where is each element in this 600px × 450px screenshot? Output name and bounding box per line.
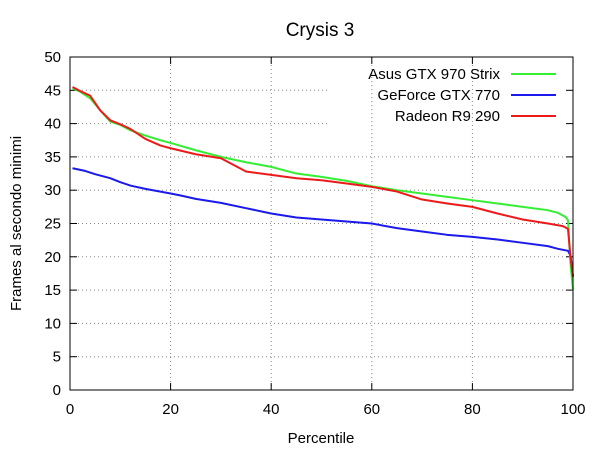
x-axis-label: Percentile — [288, 430, 355, 447]
y-tick-label: 40 — [44, 116, 61, 133]
plot-frame — [69, 56, 574, 391]
y-tick-label: 30 — [44, 182, 61, 199]
series-line-geforce-gtx-770 — [72, 167, 574, 277]
chart-title: Crysis 3 — [286, 20, 355, 41]
y-tick-label: 15 — [44, 282, 61, 299]
legend: Asus GTX 970 Strix GeForce GTX 770 Radeon … — [368, 66, 556, 125]
y-tick-label: 25 — [44, 216, 61, 233]
legend-label-geforce-gtx-770: GeForce GTX 770 — [377, 87, 500, 104]
y-tick-label: 45 — [44, 82, 61, 99]
y-tick-label: 0 — [53, 382, 61, 399]
legend-label-asus-gtx-970-strix: Asus GTX 970 Strix — [368, 66, 500, 83]
y-axis-label: Frames al secondo minimi — [8, 136, 25, 311]
axis-ticks: 0 5 10 15 20 25 30 35 40 45 50 0 20 40 60 80 100 — [44, 49, 585, 418]
series-line-radeon-r9-290 — [72, 86, 574, 277]
grid — [70, 57, 573, 390]
x-tick-label: 80 — [464, 401, 481, 418]
y-tick-label: 10 — [44, 315, 61, 332]
y-tick-label: 5 — [53, 349, 61, 366]
y-tick-label: 35 — [44, 149, 61, 166]
x-tick-label: 60 — [363, 401, 380, 418]
y-tick-label: 20 — [44, 249, 61, 266]
x-tick-label: 20 — [162, 401, 179, 418]
x-tick-label: 0 — [66, 401, 74, 418]
x-tick-label: 40 — [263, 401, 280, 418]
y-tick-label: 50 — [44, 49, 61, 66]
x-tick-label: 100 — [560, 401, 585, 418]
legend-label-radeon-r9-290: Radeon R9 290 — [395, 108, 500, 125]
series-layer — [72, 86, 574, 291]
